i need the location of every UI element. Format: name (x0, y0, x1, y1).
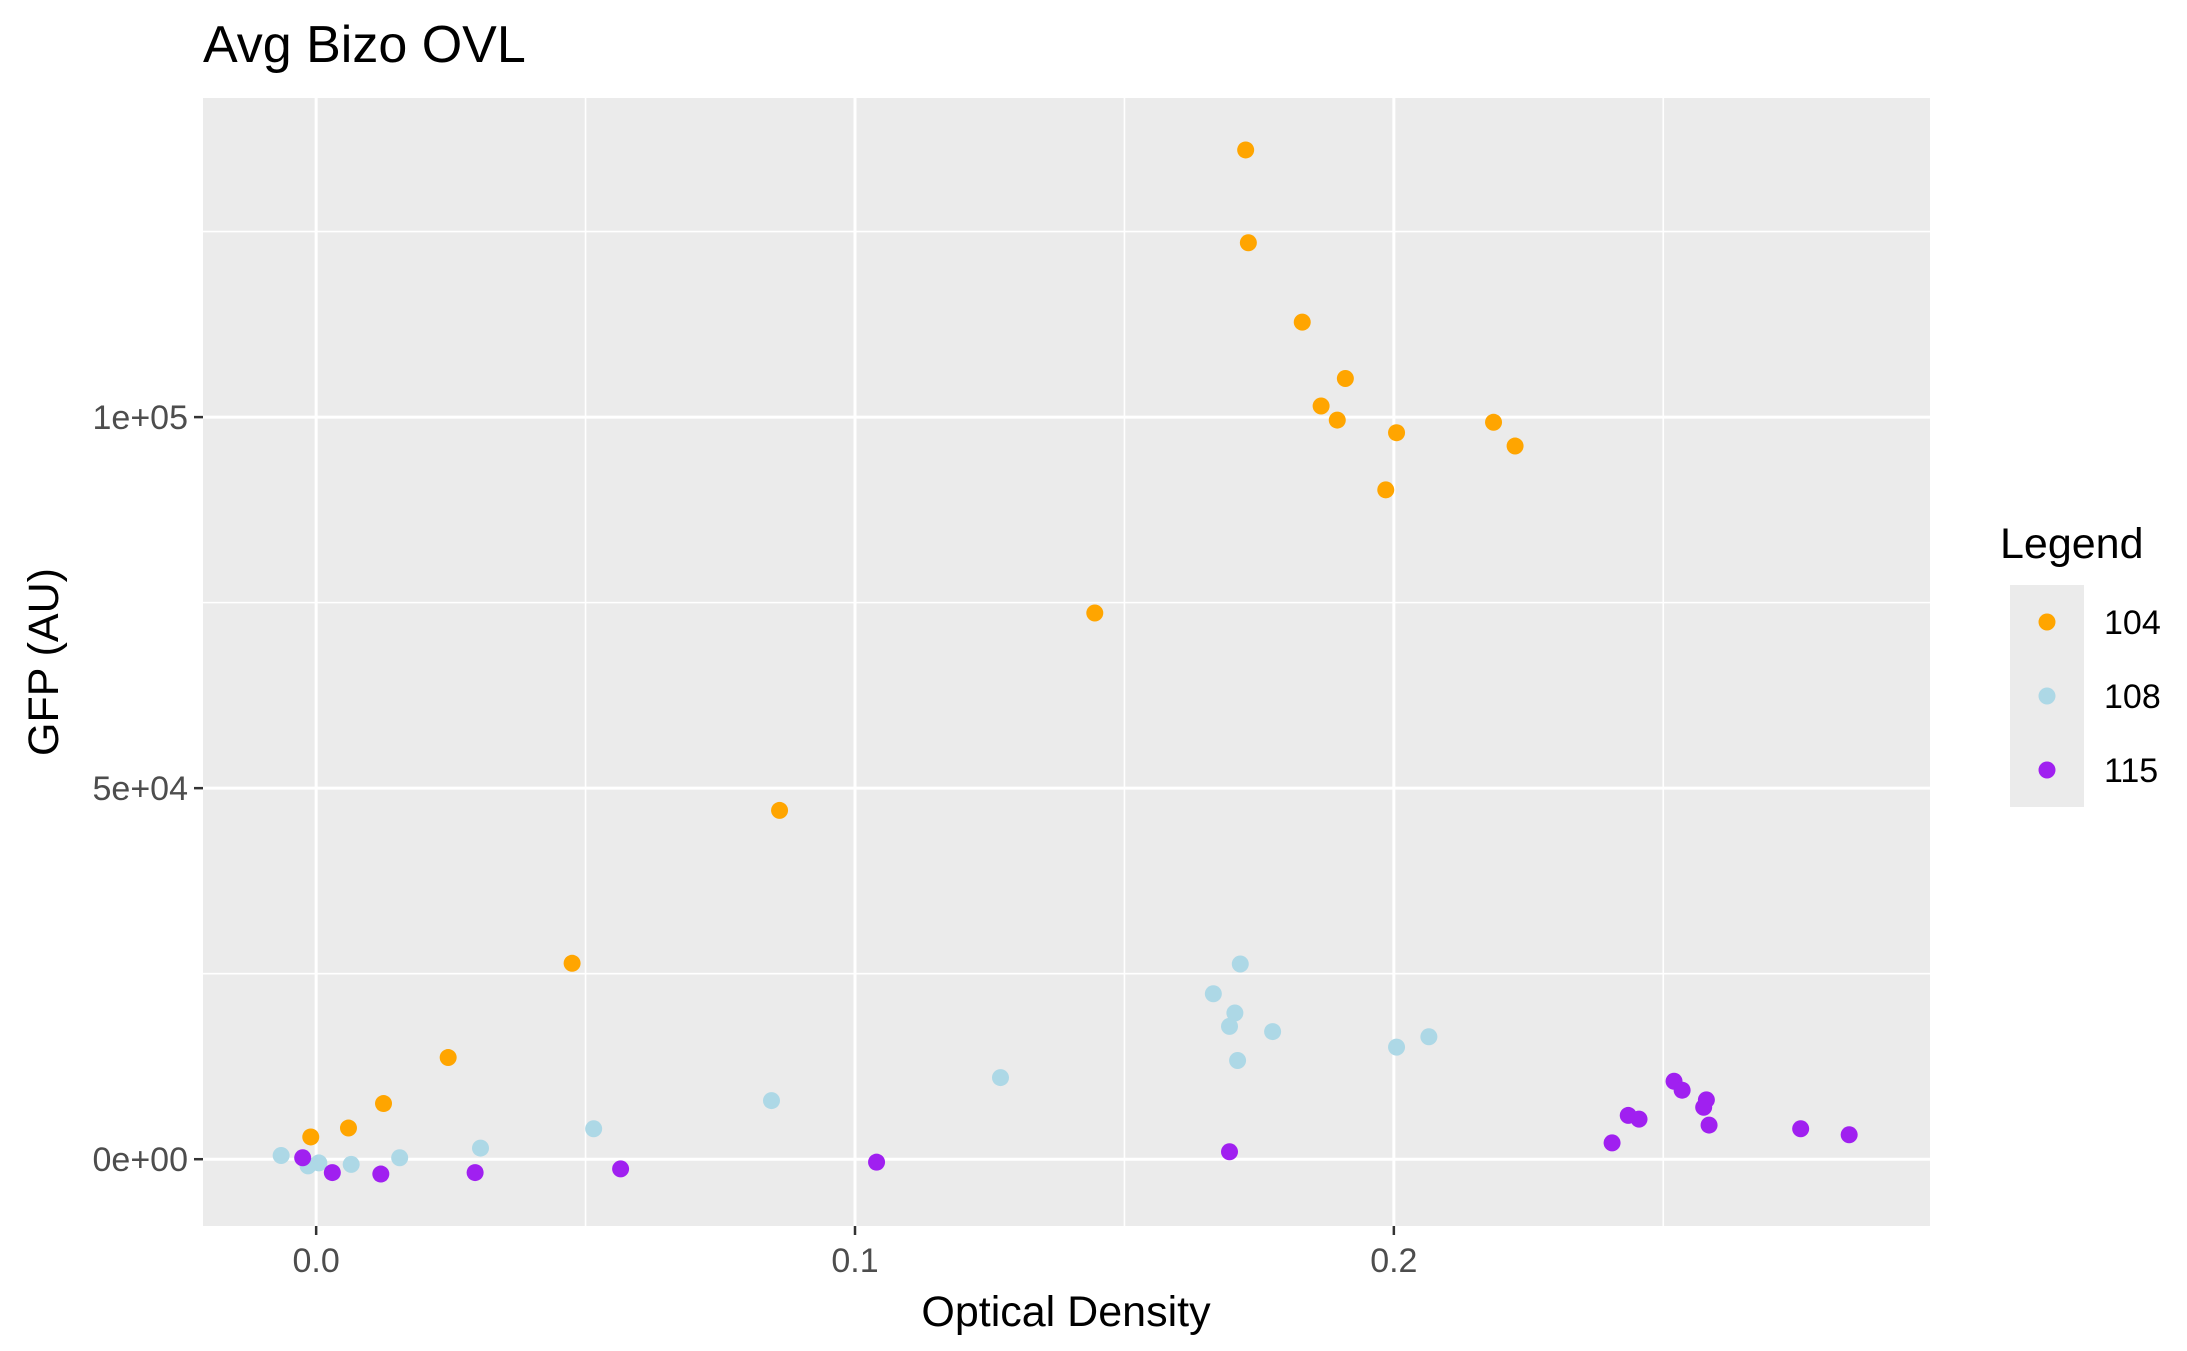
data-point-108 (762, 1092, 780, 1110)
x-axis-title: Optical Density (921, 1288, 1211, 1336)
data-point-108 (991, 1069, 1009, 1087)
data-point-104 (1377, 481, 1395, 499)
data-point-104 (771, 801, 789, 819)
data-point-104 (339, 1119, 357, 1137)
data-point-104 (1312, 397, 1330, 415)
chart-title: Avg Bizo OVL (203, 16, 526, 74)
data-point-115 (294, 1149, 312, 1167)
y-tick-label: 1e+05 (93, 399, 189, 437)
minor-gridlines (203, 98, 1930, 1226)
legend-label-108: 108 (2104, 678, 2161, 716)
legend-label-104: 104 (2104, 604, 2161, 642)
y-tick-label: 5e+04 (93, 770, 189, 808)
data-point-108 (1388, 1038, 1406, 1056)
data-point-104 (563, 954, 581, 972)
data-point-115 (1221, 1143, 1239, 1161)
data-point-108 (342, 1155, 360, 1173)
y-tick-label: 0e+00 (93, 1141, 189, 1179)
data-point-115 (372, 1165, 390, 1183)
data-point-108 (272, 1147, 290, 1164)
data-point-115 (1697, 1091, 1715, 1109)
data-point-108 (1264, 1023, 1282, 1041)
legend-items: 104 108 115 (2010, 585, 2161, 807)
x-tick-label: 0.0 (293, 1242, 340, 1280)
data-point-108 (1221, 1017, 1239, 1035)
data-point-104 (439, 1049, 457, 1067)
major-gridlines (203, 98, 1930, 1226)
data-point-104 (1485, 413, 1503, 431)
y-axis-ticks: 0e+00 5e+04 1e+05 (93, 399, 203, 1179)
data-point-104 (1388, 424, 1406, 442)
legend: Legend 104 108 115 (2000, 520, 2161, 807)
data-point-108 (472, 1139, 490, 1157)
legend-key-104 (2038, 613, 2056, 631)
legend-label-115: 115 (2104, 752, 2158, 790)
data-point-115 (1673, 1081, 1691, 1099)
x-tick-label: 0.1 (831, 1242, 878, 1280)
data-point-108 (1231, 955, 1249, 973)
data-point-104 (375, 1095, 393, 1113)
data-point-104 (302, 1128, 320, 1146)
x-tick-label: 0.2 (1370, 1242, 1417, 1280)
data-point-108 (1226, 1004, 1244, 1022)
data-point-115 (1603, 1134, 1621, 1152)
data-points (272, 141, 1858, 1183)
data-point-115 (1792, 1120, 1810, 1138)
data-point-108 (585, 1120, 603, 1138)
x-axis-ticks: 0.0 0.1 0.2 (293, 1226, 1417, 1280)
data-point-108 (1420, 1028, 1438, 1046)
data-point-104 (1336, 370, 1354, 388)
data-point-104 (1328, 411, 1346, 429)
legend-title: Legend (2000, 520, 2144, 568)
data-point-104 (1239, 234, 1257, 252)
data-point-115 (868, 1153, 886, 1171)
data-point-115 (1840, 1126, 1858, 1144)
data-point-108 (1204, 985, 1222, 1003)
data-point-115 (612, 1160, 630, 1178)
data-point-104 (1293, 313, 1311, 331)
data-point-115 (323, 1164, 341, 1182)
legend-key-115 (2038, 761, 2056, 779)
data-point-108 (391, 1149, 409, 1167)
data-point-108 (1229, 1052, 1247, 1070)
data-point-115 (1700, 1116, 1718, 1134)
data-point-108 (310, 1154, 328, 1172)
plot-panel (203, 98, 1930, 1226)
data-point-104 (1506, 437, 1524, 455)
data-point-104 (1086, 604, 1104, 622)
data-point-115 (466, 1164, 484, 1182)
data-point-104 (1237, 141, 1255, 159)
data-point-115 (1630, 1110, 1648, 1128)
y-axis-title: GFP (AU) (20, 568, 68, 756)
legend-key-108 (2038, 687, 2056, 705)
